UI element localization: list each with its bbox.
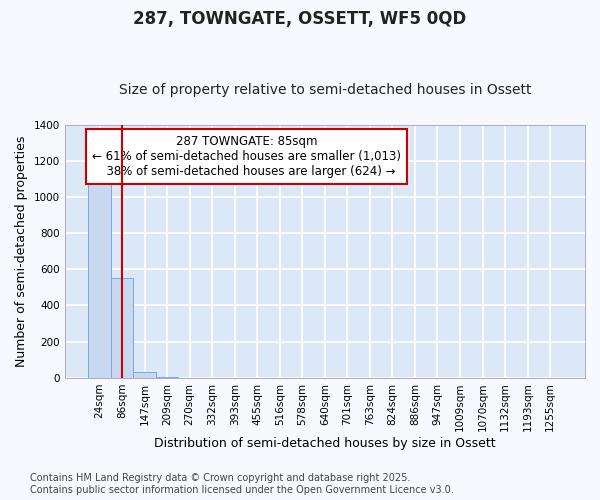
- X-axis label: Distribution of semi-detached houses by size in Ossett: Distribution of semi-detached houses by …: [154, 437, 496, 450]
- Y-axis label: Number of semi-detached properties: Number of semi-detached properties: [15, 136, 28, 367]
- Title: Size of property relative to semi-detached houses in Ossett: Size of property relative to semi-detach…: [119, 83, 531, 97]
- Bar: [111, 278, 133, 378]
- Bar: [133, 372, 156, 378]
- Text: 287, TOWNGATE, OSSETT, WF5 0QD: 287, TOWNGATE, OSSETT, WF5 0QD: [133, 10, 467, 28]
- Text: Contains HM Land Registry data © Crown copyright and database right 2025.
Contai: Contains HM Land Registry data © Crown c…: [30, 474, 454, 495]
- Bar: [156, 377, 178, 378]
- Text: 287 TOWNGATE: 85sqm
← 61% of semi-detached houses are smaller (1,013)
  38% of s: 287 TOWNGATE: 85sqm ← 61% of semi-detach…: [92, 134, 401, 178]
- Bar: [88, 184, 111, 378]
